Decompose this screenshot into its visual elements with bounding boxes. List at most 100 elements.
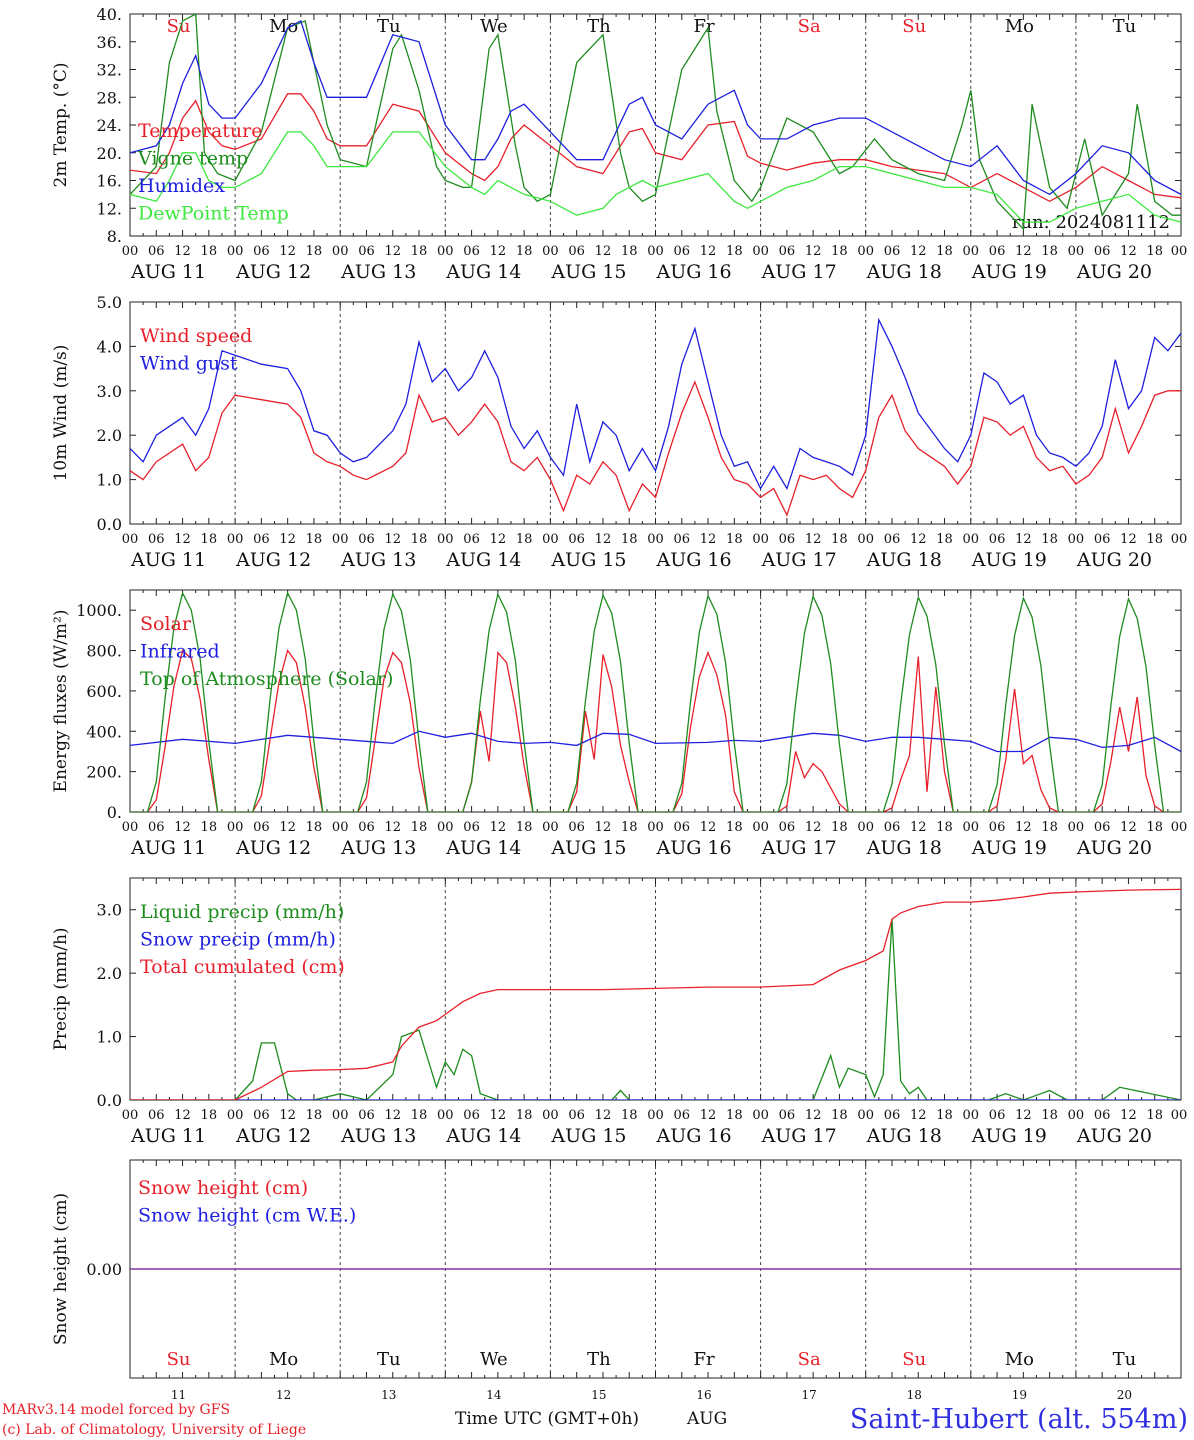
hour-label: 12: [384, 820, 401, 835]
hour-label: 12: [279, 1108, 296, 1123]
hour-label: 06: [463, 244, 480, 259]
hour-label: 00: [332, 820, 349, 835]
hour-label: 00: [963, 1108, 980, 1123]
y-tick-label: 1.0: [97, 1028, 122, 1047]
hour-label: 12: [910, 244, 927, 259]
hour-label: 12: [174, 820, 191, 835]
hour-label: 18: [936, 820, 953, 835]
date-label: AUG 11: [130, 837, 206, 859]
hour-label: 12: [490, 1108, 507, 1123]
date-label: AUG 16: [655, 837, 731, 859]
hour-label: 12: [174, 244, 191, 259]
legend-entry: DewPoint Temp: [138, 203, 289, 225]
day-number: 14: [486, 1388, 502, 1402]
y-tick-label: 28.: [97, 88, 122, 107]
hour-label: 18: [621, 820, 638, 835]
y-tick-label: 40.: [97, 5, 122, 24]
series-line-3: [130, 19, 1181, 196]
date-label: AUG 14: [445, 837, 521, 859]
hour-label: 06: [358, 532, 375, 547]
hour-label: 06: [358, 820, 375, 835]
legend-entry: Wind speed: [140, 325, 252, 347]
date-label: AUG 14: [445, 549, 521, 571]
y-tick-label: 0.00: [86, 1260, 122, 1279]
panels: 8. 12. 16. 20. 24. 28. 32. 36. 40. 2m Temp. (°C) 0…: [51, 5, 1187, 1402]
panel-3: 0. 200. 400. 600. 800. 1000. Energy fluxes (W/…: [51, 589, 1187, 859]
hour-label: 18: [1146, 1108, 1163, 1123]
legend-entry: Snow height (cm): [138, 1177, 308, 1199]
hour-label: 06: [148, 244, 165, 259]
hour-label: 12: [595, 244, 612, 259]
weekday-label: Mo: [1005, 1349, 1034, 1370]
hour-label: 00: [332, 1108, 349, 1123]
date-label: AUG 16: [655, 261, 731, 283]
y-tick-label: 12.: [97, 199, 122, 218]
y-tick-label: 1.0: [97, 471, 122, 490]
y-axis-label: 10m Wind (m/s): [51, 345, 71, 482]
hour-label: 06: [989, 244, 1006, 259]
hour-label: 06: [568, 820, 585, 835]
hour-label: 00: [437, 1108, 454, 1123]
series-line-1: [130, 649, 1181, 812]
hour-label: 12: [174, 532, 191, 547]
legend-entry: Infrared: [140, 641, 220, 663]
weekday-label: We: [480, 16, 508, 37]
hour-label: 00: [542, 532, 559, 547]
hour-label: 00: [437, 820, 454, 835]
date-label: AUG 17: [761, 549, 837, 571]
hour-label: 12: [1015, 1108, 1032, 1123]
hour-label: 12: [700, 244, 717, 259]
weekday-label: Mo: [269, 1349, 298, 1370]
hour-label: 06: [884, 532, 901, 547]
y-tick-label: 800.: [86, 642, 122, 661]
y-axis-label: 2m Temp. (°C): [51, 62, 71, 187]
hour-label: 06: [674, 1108, 691, 1123]
hour-label: 18: [201, 1108, 218, 1123]
weekday-label: Tu: [1113, 16, 1137, 37]
hour-label: 06: [1094, 820, 1111, 835]
hour-label: 06: [779, 532, 796, 547]
day-number: 19: [1012, 1388, 1027, 1402]
hour-label: 12: [279, 820, 296, 835]
hour-label: 18: [1041, 244, 1058, 259]
hour-label: 00: [227, 244, 244, 259]
hour-label: 18: [726, 244, 743, 259]
hour-label: 12: [1015, 244, 1032, 259]
date-label: AUG 20: [1076, 1125, 1152, 1147]
series-line-3: [130, 888, 1181, 1100]
weekday-label: Su: [167, 16, 191, 37]
day-number: 20: [1117, 1388, 1132, 1402]
hour-label: 00: [647, 1108, 664, 1123]
y-tick-label: 5.0: [97, 293, 122, 312]
hour-label: 12: [595, 532, 612, 547]
hour-label: 18: [201, 820, 218, 835]
hour-label: 00: [752, 532, 769, 547]
y-tick-label: 400.: [86, 722, 122, 741]
hour-label: 06: [779, 244, 796, 259]
hour-label: 12: [1120, 820, 1137, 835]
day-number: 12: [276, 1388, 291, 1402]
hour-label: 00: [227, 820, 244, 835]
hour-label: 18: [1146, 532, 1163, 547]
hour-label: 00: [542, 1108, 559, 1123]
hour-label: 18: [936, 244, 953, 259]
series-line-1: [130, 380, 1181, 517]
weekday-label: Tu: [377, 1349, 401, 1370]
date-label: AUG 13: [340, 1125, 416, 1147]
date-label: AUG 11: [130, 261, 206, 283]
hour-label: 18: [726, 1108, 743, 1123]
station-title: Saint-Hubert (alt. 554m): [850, 1404, 1188, 1435]
date-label: AUG 12: [235, 549, 311, 571]
date-label: AUG 15: [550, 1125, 626, 1147]
hour-label: 18: [726, 820, 743, 835]
hour-label: 00: [437, 532, 454, 547]
hour-label: 06: [674, 532, 691, 547]
y-axis-label: Snow height (cm): [51, 1193, 71, 1345]
date-label: AUG 20: [1076, 549, 1152, 571]
date-label: AUG 20: [1076, 261, 1152, 283]
hour-label: 00: [1171, 1108, 1188, 1123]
series-line-4: [130, 131, 1181, 223]
day-number: 17: [802, 1388, 817, 1402]
y-tick-label: 8.: [107, 227, 122, 246]
